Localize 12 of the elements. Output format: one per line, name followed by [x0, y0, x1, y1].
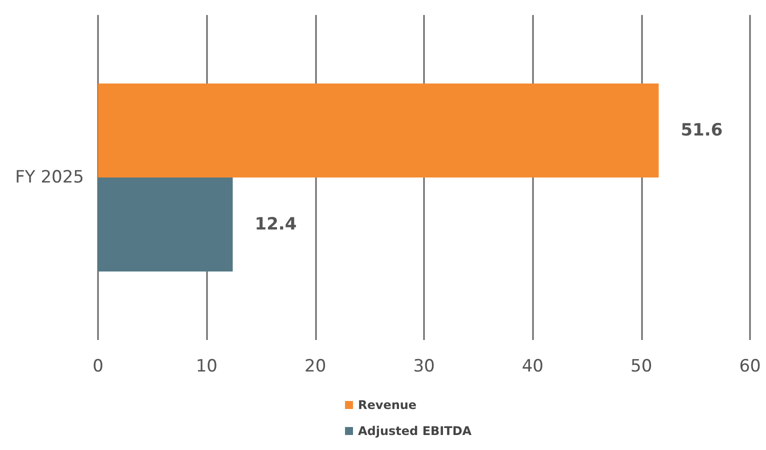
x-tick-label: 30	[413, 356, 435, 376]
x-tick-label: 50	[630, 356, 652, 376]
y-tick-label: FY 2025	[15, 168, 84, 188]
legend-label: Adjusted EBITDA	[358, 424, 472, 438]
data-label: 51.6	[680, 120, 723, 140]
x-tick-label: 20	[304, 356, 326, 376]
data-label: 12.4	[254, 214, 297, 234]
legend-label: Revenue	[358, 398, 417, 412]
x-tick-label: 60	[739, 356, 761, 376]
x-tick-label: 0	[92, 356, 104, 376]
x-tick-label: 10	[196, 356, 218, 376]
x-tick-label: 40	[522, 356, 544, 376]
